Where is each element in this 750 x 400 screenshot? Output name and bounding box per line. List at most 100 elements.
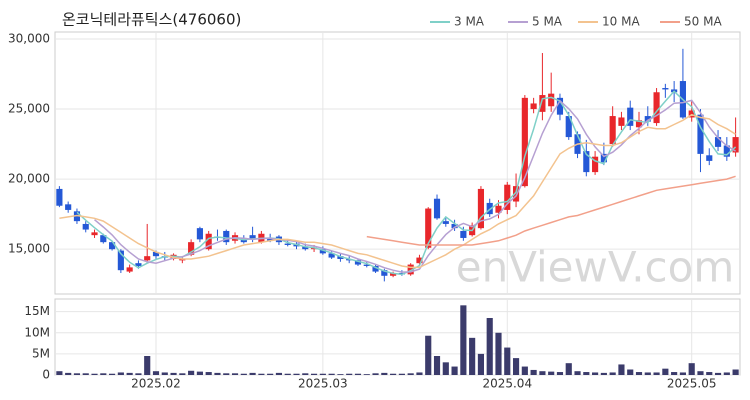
volume-bar — [381, 372, 388, 375]
volume-bar — [302, 373, 309, 375]
volume-bar — [346, 373, 353, 375]
candle-body — [109, 242, 116, 250]
candle-body — [539, 95, 546, 112]
candle-body — [82, 223, 89, 230]
volume-bar — [600, 372, 607, 375]
ma-line — [59, 113, 737, 269]
candle-body — [486, 202, 493, 215]
volume-bar — [732, 369, 739, 375]
grid-layer — [55, 32, 740, 376]
volume-bar — [372, 373, 379, 375]
volume-bar — [688, 363, 695, 375]
candle-body — [407, 264, 414, 275]
candle-body — [425, 208, 432, 248]
volume-bar — [82, 373, 89, 375]
candle-body — [477, 188, 485, 229]
candle-body — [433, 198, 441, 219]
candle-body — [609, 116, 616, 145]
y-tick-label: 15M — [24, 304, 50, 318]
volume-bar — [504, 347, 511, 375]
volume-bar — [267, 373, 274, 375]
candle-body — [267, 237, 274, 241]
candle-body — [697, 114, 704, 154]
volume-bar — [425, 335, 432, 375]
candle-body — [618, 117, 625, 126]
volume-bar — [442, 362, 449, 375]
candle-body — [100, 235, 107, 243]
watermark: enViewV.com — [456, 243, 735, 292]
volume-bar — [65, 372, 72, 375]
volume-bar — [460, 305, 467, 375]
candle-body — [732, 137, 739, 153]
candle-body — [363, 264, 370, 266]
candle-body — [65, 204, 72, 210]
volume-bar — [539, 371, 546, 375]
volume-bar — [126, 372, 133, 375]
volume-bar — [390, 373, 397, 375]
volume-bar — [583, 372, 590, 375]
candle-body — [530, 103, 537, 110]
volume-bar — [258, 373, 265, 375]
candle-body — [627, 107, 634, 126]
y-tick-label: 20,000 — [8, 172, 50, 186]
volume-bar — [152, 371, 160, 375]
candle-body — [495, 205, 502, 213]
candle-body — [644, 116, 651, 122]
volume-bar — [56, 371, 63, 375]
volume-bar — [653, 372, 660, 375]
candle-body — [302, 246, 309, 250]
volume-bar — [662, 368, 669, 375]
volume-bar — [240, 373, 247, 375]
price-frame — [54, 31, 741, 295]
candle-body — [565, 116, 572, 138]
x-tick-label: 2025.04 — [482, 377, 532, 391]
volume-bar — [179, 373, 186, 375]
x-tick-label: 2025.03 — [298, 377, 348, 391]
volume-bar — [521, 366, 528, 375]
y-tick-label: 30,000 — [8, 32, 50, 46]
candle-body — [390, 272, 397, 276]
candle-body — [152, 251, 160, 257]
volume-frame — [54, 298, 741, 376]
volume-bar — [627, 369, 634, 375]
volume-bar — [310, 373, 318, 375]
volume-bar — [196, 371, 203, 375]
volume-bar — [100, 373, 107, 375]
candle-body — [319, 249, 326, 254]
candle-body — [512, 186, 520, 202]
volume-bar — [328, 373, 335, 375]
x-tick-label: 2025.02 — [131, 377, 181, 391]
volume-bar — [477, 353, 485, 375]
volume-bar — [451, 366, 458, 375]
candle-body — [144, 256, 151, 261]
candle-body — [706, 155, 713, 161]
candle-body — [223, 230, 230, 243]
volume-bar — [714, 372, 722, 375]
candle-body — [600, 153, 607, 163]
candle-body — [205, 233, 212, 250]
legend-label: 10 MA — [602, 15, 640, 29]
volume-bar — [512, 358, 520, 375]
volume-bar — [205, 372, 212, 375]
candle-body — [372, 265, 379, 272]
volume-bar — [486, 318, 493, 375]
y-tick-label: 15,000 — [8, 242, 50, 256]
candle-body — [284, 243, 291, 245]
candle-body — [117, 250, 124, 271]
candle-body — [662, 88, 669, 90]
volume-bar — [144, 356, 151, 375]
volume-bar — [249, 372, 256, 375]
candle-body — [556, 97, 564, 115]
legend-label: 5 MA — [532, 15, 563, 29]
volume-bar — [609, 372, 616, 375]
volume-bar — [91, 373, 98, 375]
candle-body — [592, 156, 599, 173]
volume-bar — [73, 373, 81, 375]
y-tick-label: 5M — [32, 346, 50, 360]
candle-body — [451, 223, 458, 229]
volume-bar — [188, 370, 195, 375]
candle-body — [442, 221, 449, 224]
volume-bar — [214, 372, 221, 375]
volume-bar — [363, 374, 370, 375]
